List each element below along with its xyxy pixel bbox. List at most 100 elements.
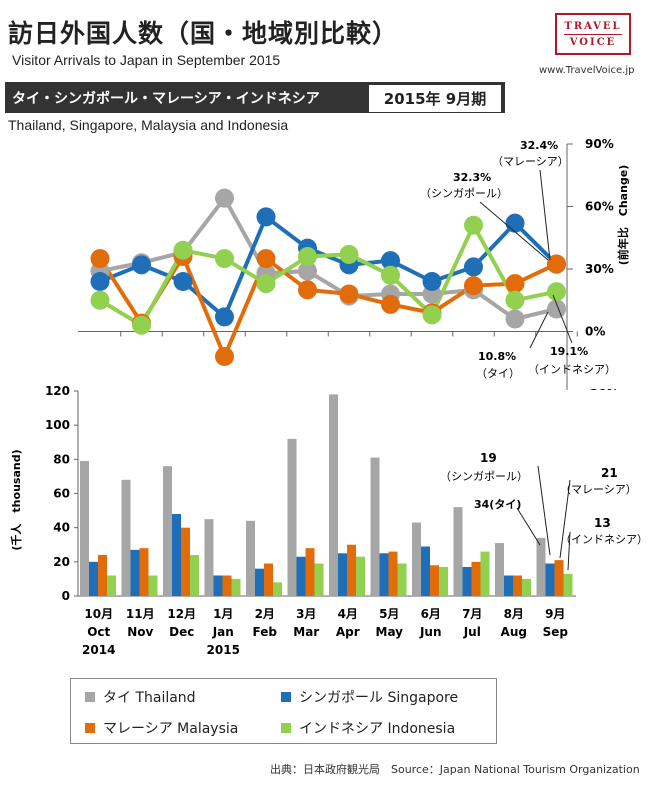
arrivals-bar-chart: 0 20 40 60 80 100 120 10月 Oct 2014 11月 Nov 12月 Dec 1月…	[9, 384, 648, 657]
line-point-indonesia	[464, 215, 483, 235]
line-y-tick-label: 90%	[585, 137, 614, 151]
bar-singapore	[338, 553, 347, 596]
legend-swatch-thailand	[85, 692, 95, 702]
bar-y-tick-label: 20	[53, 555, 70, 569]
bar-x-label-month: 5月	[379, 607, 399, 621]
bar-x-label-month-en: Oct	[87, 625, 110, 639]
line-point-malaysia	[256, 249, 276, 269]
line-point-indonesia	[90, 290, 110, 310]
bar-x-label-month: 1月	[213, 607, 233, 621]
line-point-indonesia	[381, 265, 400, 285]
bar-indonesia	[231, 578, 241, 596]
source-note: 出典：日本政府観光局 Source：Japan National Tourism…	[270, 763, 640, 776]
bar-indonesia	[563, 573, 573, 596]
bar-x-label-month: 9月	[545, 607, 565, 621]
bar-annotation-singapore-value: 19	[480, 451, 497, 465]
bar-indonesia	[439, 566, 448, 596]
bar-x-label-month-en: Dec	[169, 625, 194, 639]
line-y-tick-label: -30%	[585, 387, 619, 390]
line-point-indonesia	[422, 305, 442, 325]
page-title: 訪日外国人数（国・地域別比較）	[8, 19, 399, 48]
bar-annotation-malaysia-label: （マレーシア）	[560, 483, 637, 496]
annotation-singapore-value: 32.3%	[453, 171, 491, 184]
legend-swatch-singapore	[281, 692, 291, 702]
countries-english: Thailand, Singapore, Malaysia and Indone…	[8, 117, 289, 133]
legend-label-thailand: タイ Thailand	[103, 690, 196, 706]
bar-x-label-month: 12月	[167, 607, 196, 621]
line-point-indonesia	[547, 282, 566, 302]
line-point-malaysia	[339, 284, 359, 304]
bar-malaysia	[264, 563, 273, 596]
bar-singapore	[421, 546, 430, 596]
legend-item-malaysia: マレーシア Malaysia	[85, 718, 238, 738]
bar-leader-thailand	[516, 507, 541, 546]
legend-swatch-malaysia	[85, 723, 95, 733]
bar-thailand	[163, 466, 172, 596]
bar-x-label-month-en: Apr	[336, 625, 360, 639]
annotation-indonesia-value: 19.1%	[550, 345, 588, 358]
bar-x-label-month: 4月	[338, 607, 358, 621]
bar-x-label-month-en: Aug	[501, 625, 527, 639]
logo-text-bottom: VOICE	[564, 33, 622, 48]
bar-x-label-month: 11月	[126, 607, 155, 621]
line-point-indonesia	[298, 247, 317, 266]
bar-annotation-indonesia-value: 13	[594, 516, 611, 530]
bar-y-tick-label: 60	[53, 487, 70, 501]
bar-thailand	[536, 537, 546, 596]
bar-thailand	[370, 457, 380, 596]
bar-x-label-month: 10月	[84, 607, 113, 621]
bar-x-label-month-en: Nov	[127, 625, 153, 639]
line-y-tick-label: 0%	[585, 325, 605, 339]
bar-malaysia	[388, 551, 398, 596]
line-point-malaysia	[381, 294, 400, 314]
bar-singapore	[462, 566, 472, 596]
bar-annotation-thailand-value: 34(タイ)	[474, 498, 521, 511]
bar-x-label-year: 2015	[207, 643, 240, 657]
bar-indonesia	[397, 563, 407, 596]
annotation-malaysia-label: （マレーシア）	[492, 155, 569, 168]
bar-singapore	[379, 553, 389, 596]
annotation-indonesia-label: （インドネシア）	[528, 363, 616, 376]
line-point-indonesia	[215, 249, 234, 269]
line-point-malaysia	[464, 276, 483, 296]
line-point-malaysia	[90, 249, 110, 269]
annotation-singapore-label: （シンガポール）	[420, 187, 508, 200]
page-subtitle: Visitor Arrivals to Japan in September 2…	[12, 52, 281, 68]
bar-leader-singapore	[537, 465, 551, 556]
line-y-tick-label: 30%	[585, 262, 614, 276]
chart-legend: タイ Thailand シンガポール Singapore マレーシア Malay…	[70, 678, 497, 744]
legend-item-thailand: タイ Thailand	[85, 687, 196, 707]
legend-item-singapore: シンガポール Singapore	[281, 687, 458, 707]
annotation-thailand-value: 10.8%	[478, 350, 516, 363]
bar-malaysia	[513, 575, 522, 596]
period-label: 2015年 9月期	[369, 85, 501, 112]
bar-thailand	[204, 519, 214, 596]
bar-malaysia	[98, 555, 107, 596]
legend-swatch-indonesia	[281, 723, 291, 733]
annotation-thailand-label: （タイ）	[476, 367, 520, 380]
line-y-tick-label: 60%	[585, 200, 614, 214]
bar-x-label-year: 2014	[82, 643, 115, 657]
line-point-malaysia	[298, 280, 317, 300]
bar-indonesia	[148, 575, 158, 596]
line-point-singapore	[256, 207, 276, 227]
annotation-leader-thailand	[529, 311, 549, 349]
line-point-singapore	[90, 272, 110, 291]
bar-thailand	[287, 438, 297, 596]
line-point-singapore	[173, 272, 193, 291]
bar-malaysia	[471, 561, 481, 596]
line-point-indonesia	[173, 240, 193, 260]
bar-malaysia	[305, 548, 315, 596]
bar-indonesia	[273, 582, 282, 596]
bar-x-label-month: 6月	[421, 607, 441, 621]
bar-y-tick-label: 80	[53, 452, 70, 466]
bar-malaysia	[347, 544, 356, 596]
bar-thailand	[453, 507, 463, 596]
bar-singapore	[130, 549, 140, 596]
line-point-singapore	[132, 255, 151, 275]
bar-annotation-malaysia-value: 21	[601, 466, 618, 480]
annotation-leader-malaysia	[539, 169, 551, 261]
line-point-thailand	[547, 299, 566, 319]
bar-singapore	[296, 556, 306, 596]
bar-thailand	[329, 394, 338, 596]
